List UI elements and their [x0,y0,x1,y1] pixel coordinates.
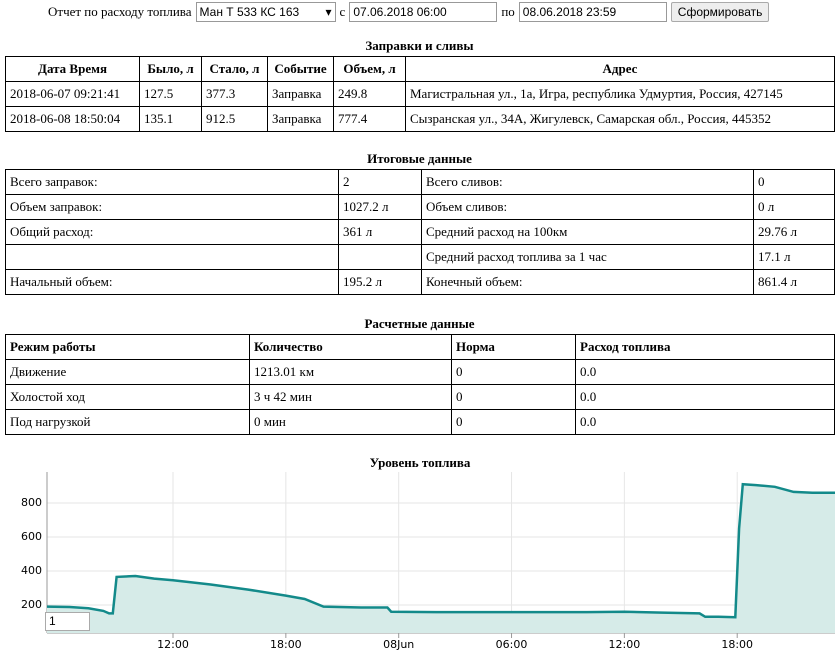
cell [338,244,422,270]
cell: Холостой ход [5,384,250,410]
header-cell: Адрес [405,56,835,82]
cell: Магистральная ул., 1а, Игра, республика … [405,81,835,107]
cell: 0.0 [575,409,835,435]
cell: 0 [451,384,576,410]
vehicle: Ман Т 533 КС 163 [199,5,300,19]
x-tick-label: 18:00 [270,638,302,651]
cell: 127.5 [139,81,202,107]
section-title: Заправки и сливы [365,38,474,53]
header-cell: Объем, л [333,56,406,82]
area [47,484,835,633]
header-cell: Норма [451,334,576,360]
submit-button[interactable]: Сформировать [670,2,770,22]
y-tick-label: 400 [21,564,42,577]
cell: Средний расход на 100км [421,219,754,245]
cell: 195.2 л [338,269,422,295]
section-title: Итоговые данные [367,151,472,166]
cell: Движение [5,359,250,385]
y-tick-label: 600 [21,530,42,543]
cell: 0 л [753,194,835,220]
cell: 361 л [338,219,422,245]
calc-table: Режим работы Количество Норма Расход топлив… [5,334,835,435]
to-input[interactable]: 08.06.2018 23:59 [518,2,667,22]
x-tick-label: 06:00 [496,638,528,651]
refuels-table: Дата Время Было, л Стало, л Событие Объем, л… [5,56,835,132]
chart: Уровень топлива 200 400 600 800 12:00 18:00 08… [21,455,835,651]
cell: Сызранская ул., 34А, Жигулевск, Самарска… [405,106,835,132]
chart-title: Уровень топлива [370,455,471,470]
form-label: Отчет по расходу топлива [48,4,192,19]
from-label: с [339,4,346,19]
cell: 29.76 л [753,219,835,245]
cell: 861.4 л [753,269,835,295]
cell: Заправка [267,106,334,132]
cell: 912.5 [201,106,268,132]
header-cell: Стало, л [201,56,268,82]
cell: 2018-06-08 18:50:04 [5,106,140,132]
cell: Начальный объем: [5,269,339,295]
zoom-input[interactable]: 1 [45,612,90,631]
cell: 135.1 [139,106,202,132]
cell: Заправка [267,81,334,107]
cell: Объем заправок: [5,194,339,220]
cell: 2018-06-07 09:21:41 [5,81,140,107]
cell: 249.8 [333,81,406,107]
cell: 3 ч 42 мин [249,384,452,410]
cell: Конечный объем: [421,269,754,295]
cell [5,244,339,270]
cell: 0 [451,359,576,385]
cell: 0 [753,169,835,195]
cell: 377.3 [201,81,268,107]
header-cell: Расход топлива [575,334,835,360]
x-tick-label: 18:00 [721,638,753,651]
header-cell: Событие [267,56,334,82]
y-tick-label: 200 [21,598,42,611]
y-tick-label: 800 [21,496,42,509]
header-cell: Количество [249,334,452,360]
cell: 1213.01 км [249,359,452,385]
cell: 777.4 [333,106,406,132]
cell: 17.1 л [753,244,835,270]
x-tick-label: 12:00 [157,638,189,651]
header-cell: Режим работы [5,334,250,360]
header-cell: Дата Время [5,56,140,82]
cell: Всего заправок: [5,169,339,195]
section-title: Расчетные данные [364,316,475,331]
cell: 0.0 [575,359,835,385]
cell: Средний расход топлива за 1 час [421,244,754,270]
x-tick-label: 08Jun [383,638,414,651]
line [46,482,835,619]
cell: Под нагрузкой [5,409,250,435]
cell: 0 [451,409,576,435]
summary-table: Всего заправок: 2 Всего сливов: 0 Объем зап… [5,169,835,295]
cell: 1027.2 л [338,194,422,220]
report-form: Отчет по расходу топлива Ман Т 533 КС 16… [48,2,770,22]
vehicle-select[interactable]: Ман Т 533 КС 163 ▾ [195,2,336,22]
x-tick-label: 12:00 [609,638,641,651]
cell: 0 мин [249,409,452,435]
cell: Общий расход: [5,219,339,245]
header-cell: Было, л [139,56,202,82]
cell: 0.0 [575,384,835,410]
cell: 2 [338,169,422,195]
cell: Объем сливов: [421,194,754,220]
to-label: по [501,4,515,19]
from-input[interactable]: 07.06.2018 06:00 [349,2,498,22]
cell: Всего сливов: [421,169,754,195]
